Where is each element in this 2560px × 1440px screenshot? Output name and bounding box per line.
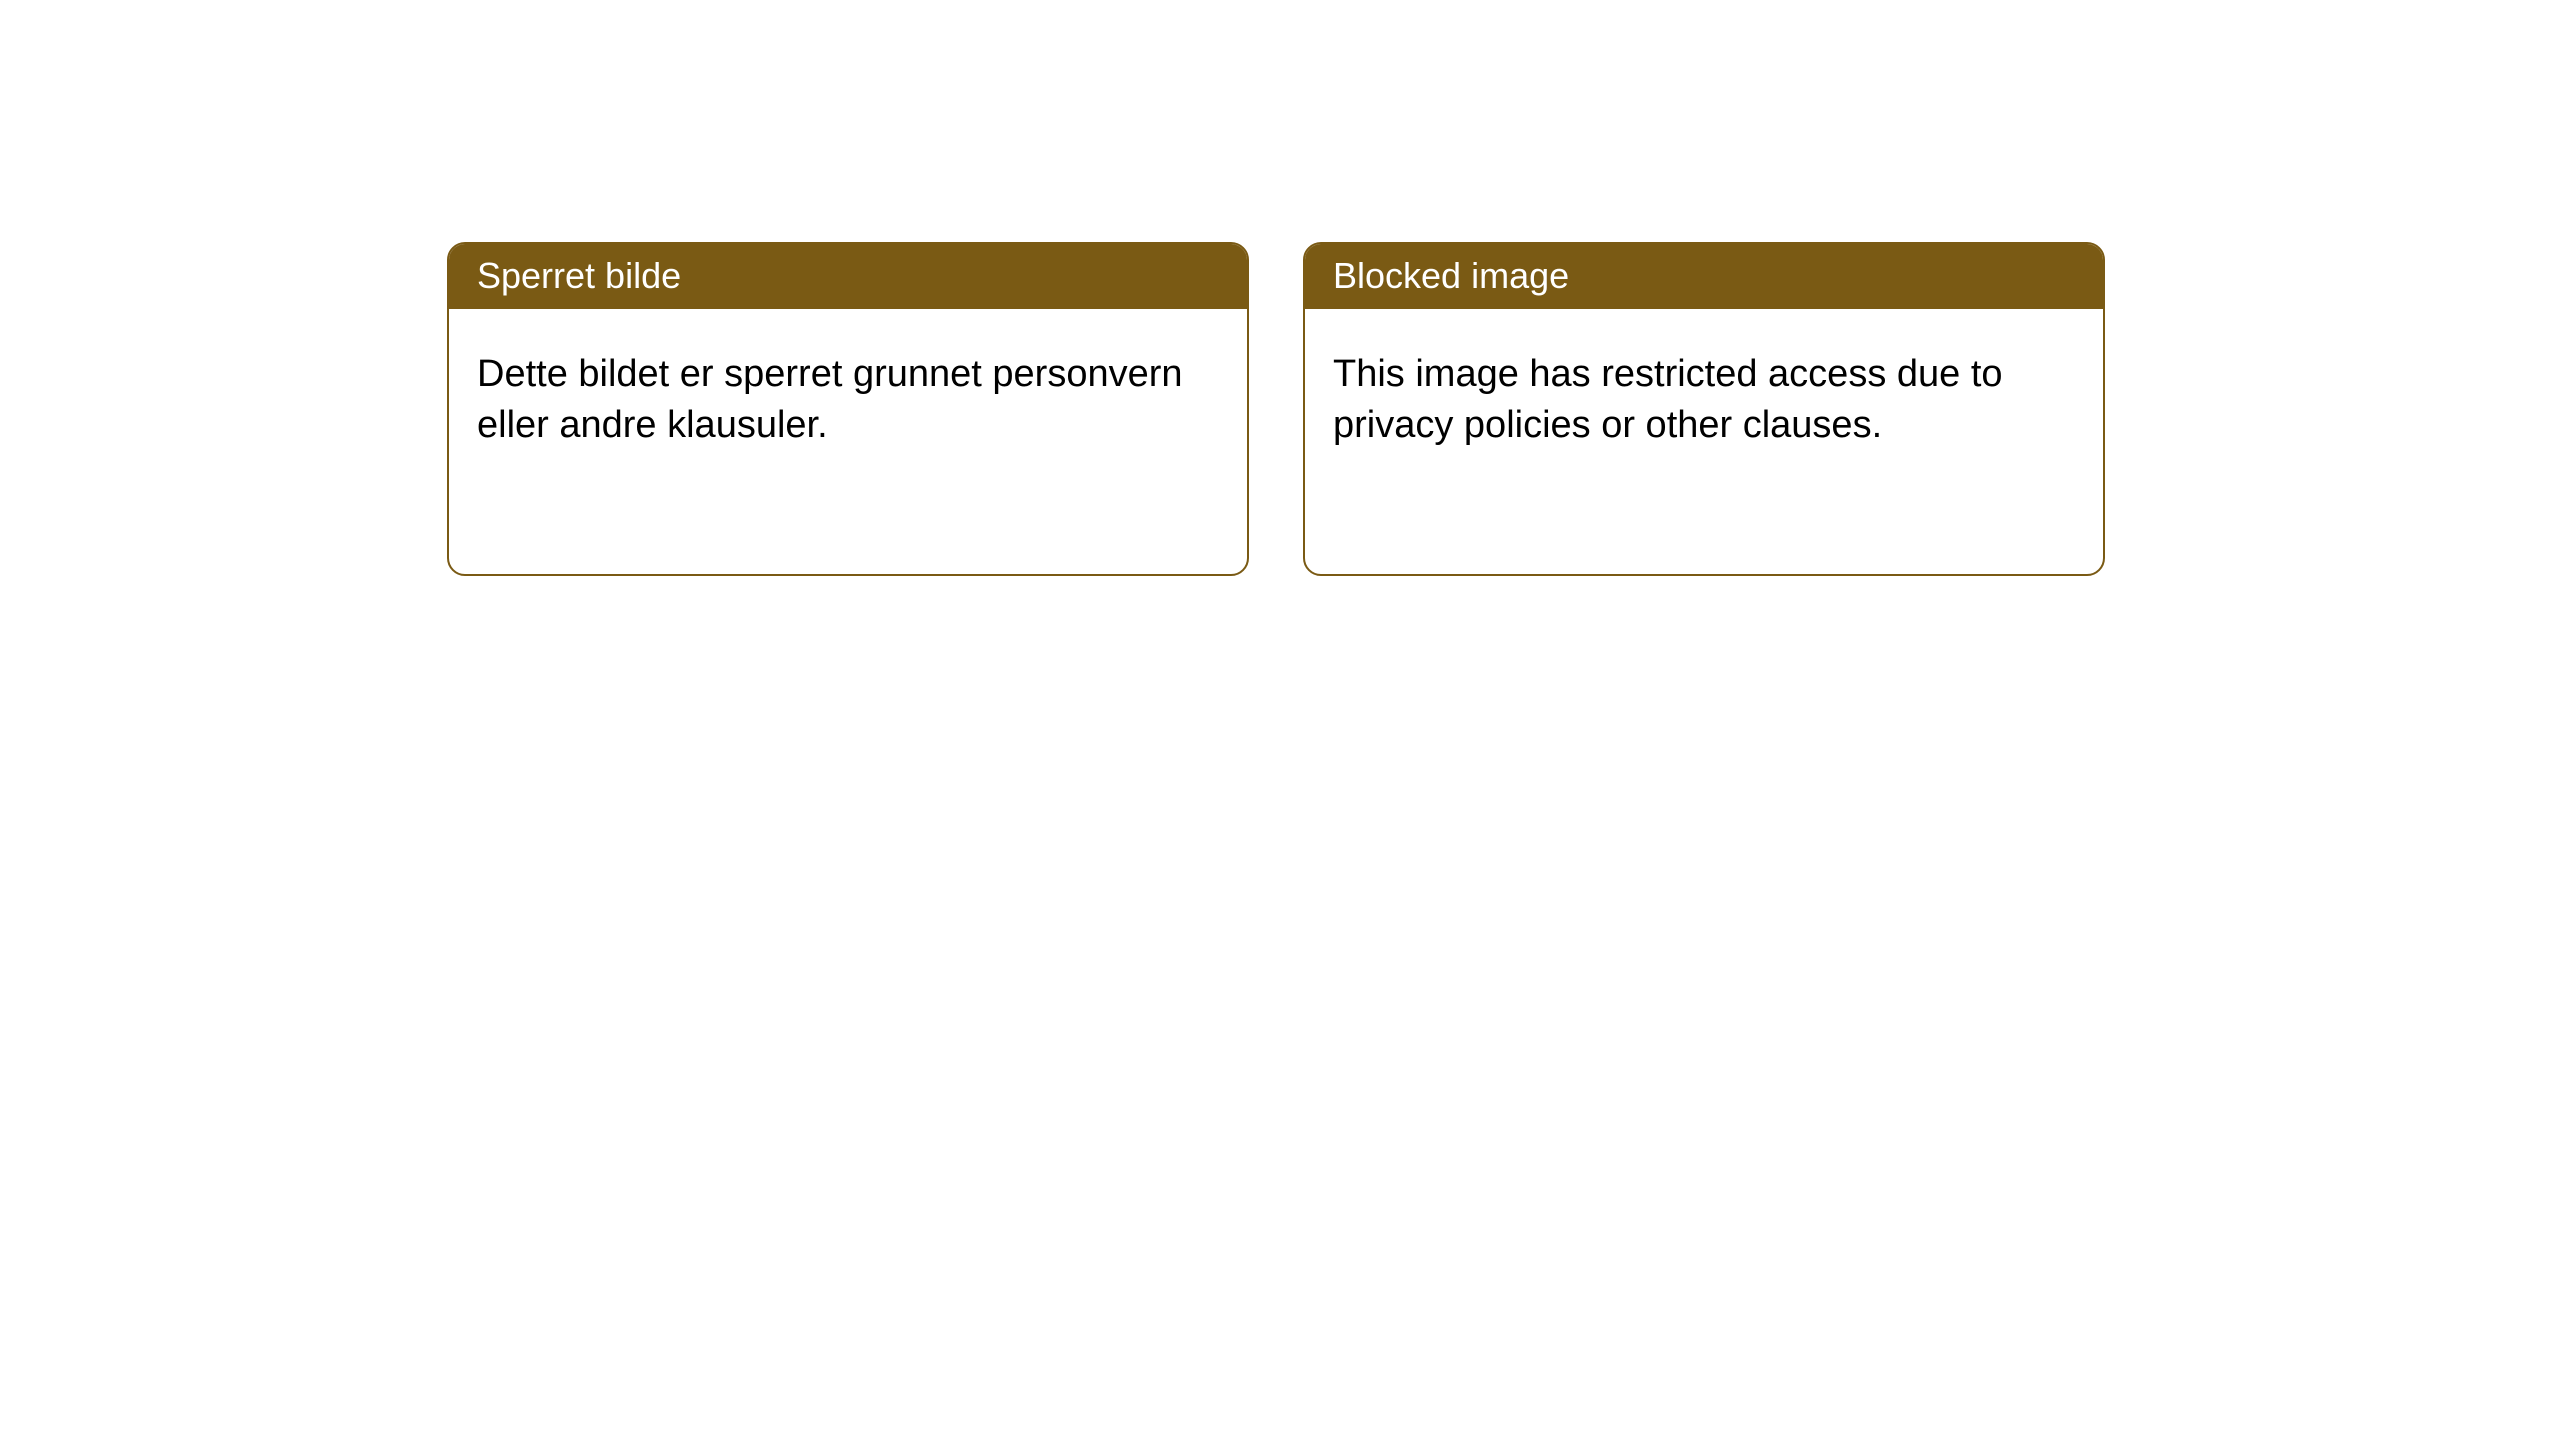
notice-box-norwegian: Sperret bilde Dette bildet er sperret gr… [447, 242, 1249, 576]
notice-header-norwegian: Sperret bilde [449, 244, 1247, 309]
notice-body-norwegian: Dette bildet er sperret grunnet personve… [449, 309, 1247, 480]
notice-box-english: Blocked image This image has restricted … [1303, 242, 2105, 576]
notice-container: Sperret bilde Dette bildet er sperret gr… [0, 0, 2560, 576]
notice-body-english: This image has restricted access due to … [1305, 309, 2103, 480]
notice-header-english: Blocked image [1305, 244, 2103, 309]
